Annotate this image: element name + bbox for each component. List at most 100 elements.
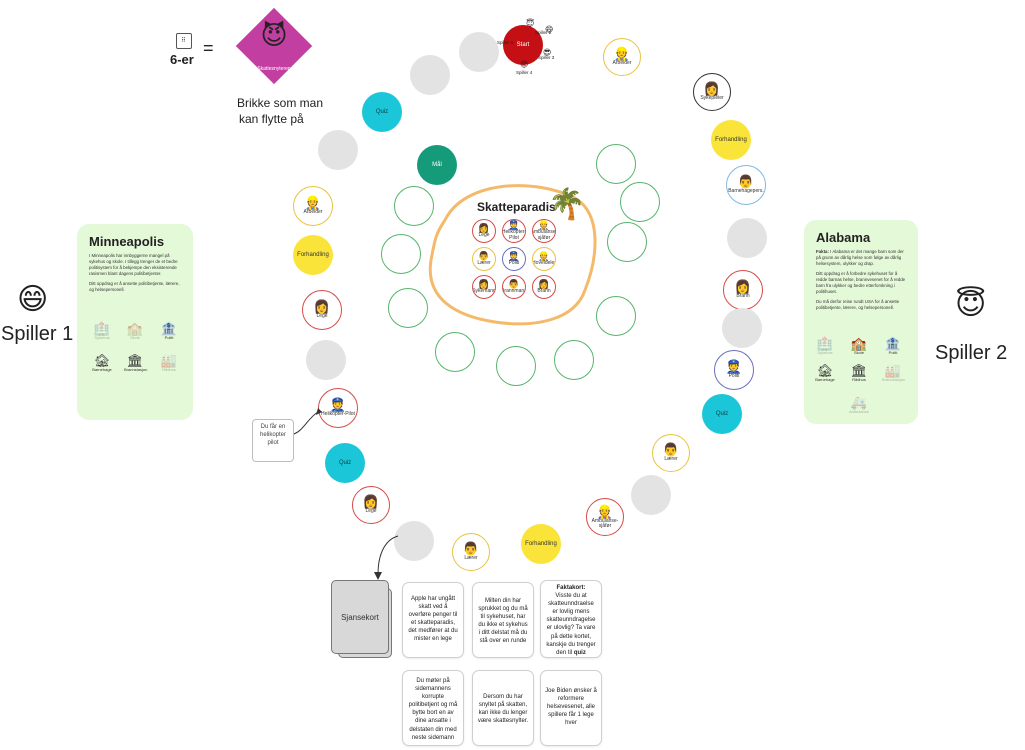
outer-cell-laerer[interactable]: 👨 Lærer: [452, 533, 490, 571]
kindergarten-icon: 🏚: [93, 353, 111, 368]
pilot-icon: 👮: [329, 397, 347, 413]
paradise-person[interactable]: 👮 Politi: [502, 247, 526, 271]
nurse-icon: 👩: [703, 81, 721, 97]
token-face-icon: 😡: [520, 60, 529, 69]
outer-cell-helikopter[interactable]: 👮 Helikopter-Pilot: [318, 388, 358, 428]
inner-ring-cell[interactable]: [554, 340, 594, 380]
kindergarten-icon: 🏚: [816, 363, 834, 378]
outer-cell-empty[interactable]: [459, 32, 499, 72]
outer-cell-lege[interactable]: 👩 Lege: [302, 290, 342, 330]
chance-card[interactable]: Du møter på sidemannens korrupte politib…: [402, 670, 464, 746]
inner-ring-cell[interactable]: [435, 332, 475, 372]
outer-cell-arbeider[interactable]: 👷 Arbeider: [603, 38, 641, 76]
police-building: 🏦 Politi: [882, 337, 904, 355]
player-token-4[interactable]: Spiller 4: [516, 70, 533, 75]
sjansekort-arrow: [374, 535, 399, 580]
chance-card[interactable]: Apple har ungått skatt ved å overføre pe…: [402, 582, 464, 658]
police-station-icon: 🏦: [160, 321, 178, 336]
police-building: 🏦 Politi: [158, 322, 180, 340]
outer-cell-arbeider[interactable]: 👷 Arbeider: [293, 186, 333, 226]
outer-cell-quiz[interactable]: Quiz: [325, 443, 365, 483]
chance-card[interactable]: Milten din har sprukket og du må til syk…: [472, 582, 534, 658]
paradise-person[interactable]: 👷 Hoveldeler: [532, 247, 556, 271]
fact-card[interactable]: Faktakort: Visste du at skatteunndraelse …: [540, 580, 602, 658]
chance-card[interactable]: Dersom du har snyltet på skatten, kan ik…: [472, 670, 534, 746]
inner-ring-cell[interactable]: [596, 296, 636, 336]
outer-cell-forhandling[interactable]: Forhandling: [293, 235, 333, 275]
outer-cell-empty[interactable]: [394, 521, 434, 561]
outer-cell-empty[interactable]: [318, 130, 358, 170]
inner-ring-cell[interactable]: [620, 182, 660, 222]
equals-sign: =: [203, 38, 214, 58]
outer-cell-empty[interactable]: [631, 475, 671, 515]
alabama-title: Alabama: [816, 230, 871, 245]
start-cell[interactable]: Start: [503, 25, 543, 65]
outer-cell-barnehage[interactable]: 👨 Barnehagepers.: [726, 165, 766, 205]
school-building: 🏫 Skole: [848, 337, 870, 355]
doctor-icon: 👩: [362, 494, 380, 510]
dice-icon: ⠿: [176, 33, 192, 49]
outer-cell-empty[interactable]: [722, 308, 762, 348]
inner-ring-cell[interactable]: [496, 346, 536, 386]
outer-cell-sykepleier[interactable]: 👩 Sykepleier: [693, 73, 731, 111]
outer-cell-empty[interactable]: [727, 218, 767, 258]
note-arrow: [293, 408, 322, 435]
alabama-text-2: Ditt oppdrag er å forbedre sykehuset for…: [816, 270, 906, 294]
school-icon: 🏫: [126, 321, 144, 336]
paradise-person[interactable]: 👮 Helikopter-Pilot: [502, 219, 526, 243]
factory-icon: 🏭: [160, 353, 178, 368]
kindergarten-building: 🏚 Barnehage: [92, 353, 112, 372]
inner-ring-cell[interactable]: [607, 222, 647, 262]
inner-ring-cell[interactable]: [381, 234, 421, 274]
player-token-3[interactable]: Spiller 3: [538, 55, 555, 60]
paradise-person[interactable]: 👩 Brann: [532, 275, 556, 299]
outer-cell-empty[interactable]: [410, 55, 450, 95]
dice-label: 6-er: [170, 52, 194, 67]
outer-cell-ambulanse[interactable]: 👷 Ambulanse-sjåfør: [586, 498, 624, 536]
driver-icon: 👷: [596, 503, 614, 519]
player-token-1[interactable]: Spiller 1: [497, 40, 514, 45]
minneapolis-text-1: I Minneapolis har innbyggerne mangel på …: [89, 253, 178, 276]
minneapolis-title: Minneapolis: [89, 234, 165, 249]
outer-cell-brann[interactable]: 👩 Brann: [723, 270, 763, 310]
outer-cell-lege[interactable]: 👩 Lege: [352, 486, 390, 524]
teacher-icon: 👨: [478, 250, 490, 261]
chance-card[interactable]: Joe Biden ønsker å reformere helsevesene…: [540, 670, 602, 746]
outer-cell-forhandling[interactable]: Forhandling: [521, 524, 561, 564]
paradise-person[interactable]: 👨 Lærer: [472, 247, 496, 271]
outer-cell-forhandling[interactable]: Forhandling: [711, 120, 751, 160]
outer-cell-quiz[interactable]: Quiz: [702, 394, 742, 434]
fire-station-building: 🏭 Brannstasjon: [882, 363, 906, 382]
paradise-person[interactable]: 👷Ambulanse-sjåfør: [532, 219, 556, 243]
kindergarten-building: 🏚 Barnehage: [815, 363, 835, 382]
inner-ring-cell[interactable]: [596, 144, 636, 184]
grinning-face-icon: 😄: [17, 283, 49, 316]
outer-cell-laerer[interactable]: 👨 Lærer: [652, 434, 690, 472]
hospital-icon: 🏥: [93, 321, 111, 336]
piece-description-1: Brikke som man: [237, 96, 324, 110]
helicopter-note: Du får en helikopter pilot: [252, 419, 294, 462]
paradise-title: Skatteparadis: [477, 200, 556, 214]
player-token-2[interactable]: Spiller 2: [535, 30, 552, 35]
outer-cell-politi[interactable]: 👮 Politi: [714, 350, 754, 390]
inner-ring-cell[interactable]: [388, 288, 428, 328]
outer-cell-quiz[interactable]: Quiz: [362, 92, 402, 132]
angel-face-icon: 😇: [955, 288, 987, 321]
paradise-person[interactable]: 👩 Sykemann: [472, 275, 496, 299]
goal-cell[interactable]: Mål: [417, 145, 457, 185]
paradise-person[interactable]: 👨 Brannmann: [502, 275, 526, 299]
inner-ring-cell[interactable]: [394, 186, 434, 226]
alabama-text-3: Du må derfor reise rundt USA for å anset…: [816, 298, 900, 310]
paradise-person[interactable]: 👩 Lege: [472, 219, 496, 243]
teacher-icon: 👨: [462, 541, 480, 557]
sjansekort-deck[interactable]: Sjansekort: [331, 580, 389, 654]
worker-icon: 👷: [613, 46, 631, 62]
minneapolis-panel: Minneapolis I Minneapolis har innbyggern…: [77, 224, 193, 420]
skattesnyter-piece[interactable]: 😈 Skattesnyteren: [235, 7, 313, 85]
outer-cell-empty[interactable]: [306, 340, 346, 380]
alabama-panel: Alabama Fakta: I Alabama er det mange ba…: [804, 220, 918, 424]
firefighter-icon: 👩: [734, 279, 752, 295]
police-station-icon: 🏦: [884, 336, 902, 351]
piece-name: Skattesnyteren: [257, 66, 291, 72]
nurse-icon: 👩: [478, 278, 490, 289]
